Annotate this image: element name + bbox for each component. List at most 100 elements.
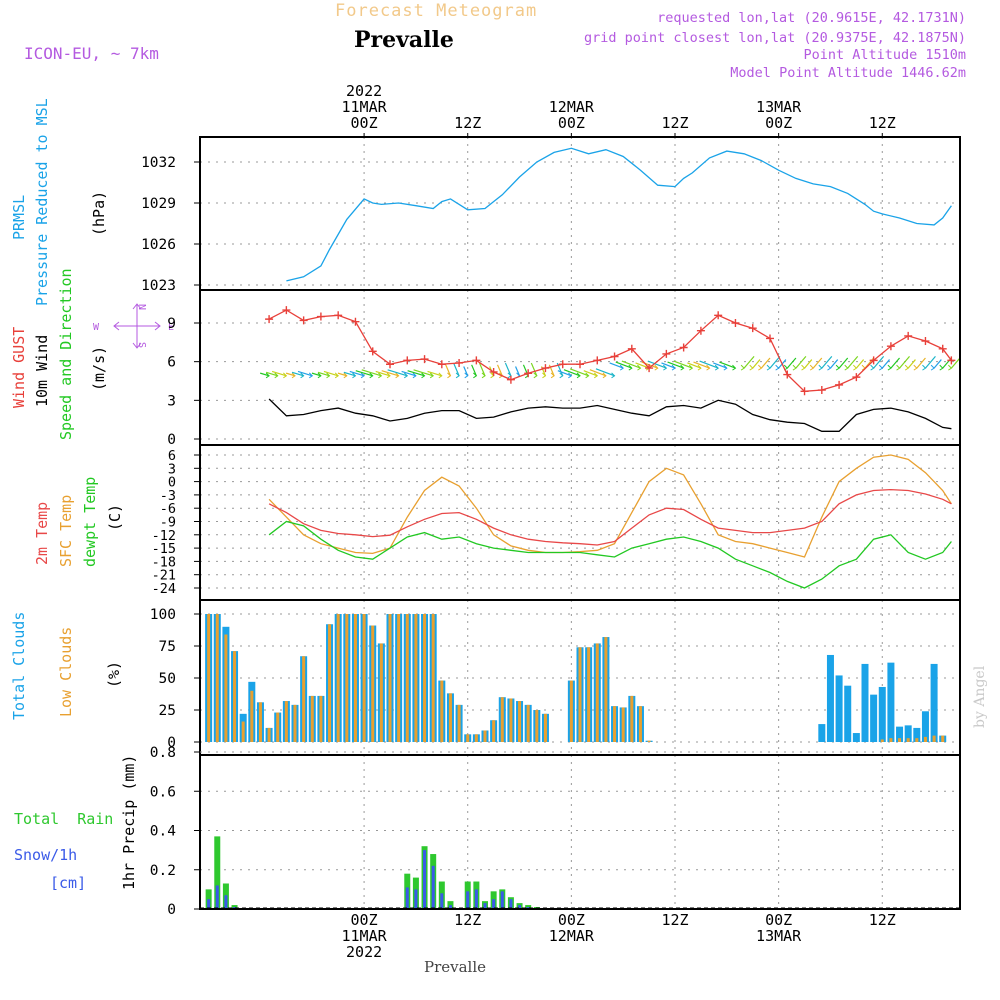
- wind-arrow: [699, 360, 719, 369]
- bar-low-clouds: [267, 727, 271, 742]
- panel-wind: 0 3 6 9: [167, 289, 961, 448]
- wind-arrowhead: [878, 364, 884, 371]
- gust-marker: [947, 356, 956, 365]
- bar-total-clouds: [826, 654, 834, 742]
- label-dewpt: dewpt Temp: [81, 477, 99, 567]
- bar-low-clouds: [569, 680, 573, 742]
- wind-arrow: [595, 368, 615, 377]
- wind-arrowhead: [317, 372, 322, 379]
- wind-arrow: [713, 362, 728, 369]
- wind-arrowhead: [334, 372, 339, 379]
- gust-marker: [869, 356, 878, 365]
- label-sfc-temp: SFC Temp: [57, 495, 75, 567]
- top-time-label: 00Z: [765, 114, 792, 132]
- bar-low-clouds: [898, 738, 902, 742]
- gust-marker: [420, 355, 429, 364]
- grid-point-lonlat: grid point closest lon,lat (20.9375E, 42…: [584, 30, 966, 46]
- bar-low-clouds: [906, 738, 910, 742]
- bar-low-clouds: [310, 695, 314, 742]
- wind-arrow: [769, 355, 781, 369]
- label-precip-axis: 1hr Precip (mm): [120, 755, 138, 890]
- wind-arrow: [401, 370, 417, 377]
- gust-marker: [558, 360, 567, 369]
- bottom-time-label: 12Z: [661, 911, 688, 929]
- wind-arrow: [673, 360, 693, 369]
- bar-snow: [518, 905, 522, 909]
- y-tick-label: 6: [168, 448, 176, 464]
- wind-arrowhead: [792, 364, 797, 371]
- wind-arrowhead: [378, 372, 383, 379]
- forecast-title: Forecast Meteogram: [335, 1, 537, 21]
- gust-marker: [748, 324, 757, 333]
- bar-rain: [214, 836, 221, 909]
- panels: 10231026102910320369630-3-6-9-12-15-18-2…: [141, 136, 961, 918]
- panel-pressure: 1023 1026 1029 1032: [141, 136, 961, 294]
- bar-low-clouds: [284, 701, 288, 742]
- wind-arrowhead: [740, 364, 745, 371]
- y-tick-label: 1029: [141, 196, 176, 212]
- wind-arrow: [752, 359, 761, 369]
- bar-snow: [440, 893, 444, 909]
- compass-w: W: [93, 322, 100, 333]
- gust-marker: [506, 375, 515, 384]
- bar-low-clouds: [466, 734, 470, 742]
- wind-arrow: [260, 372, 270, 377]
- wind-arrow: [933, 359, 942, 369]
- wind-arrow: [693, 361, 710, 369]
- bar-low-clouds: [880, 739, 884, 742]
- wind-arrow: [530, 362, 538, 377]
- gust-marker: [679, 343, 688, 352]
- bar-low-clouds: [414, 614, 418, 742]
- wind-arrowhead: [930, 364, 935, 371]
- label-pct: (%): [105, 661, 123, 688]
- wind-arrow: [667, 361, 684, 369]
- wind-arrowhead: [412, 372, 417, 379]
- bar-total-clouds: [896, 726, 904, 742]
- y-tick-label: -6: [160, 501, 176, 517]
- wind-arrowhead: [300, 372, 305, 379]
- credit-watermark: by Angel: [972, 665, 988, 728]
- bottom-time-label: 12MAR: [549, 927, 595, 945]
- y-tick-label: -24: [152, 581, 176, 597]
- y-tick-label: 75: [159, 639, 176, 655]
- wind-arrowhead: [939, 364, 944, 371]
- wind-arrowhead: [585, 372, 590, 379]
- bar-total-clouds: [818, 724, 826, 742]
- y-tick-label: 0.8: [150, 745, 176, 761]
- compass-n: N: [136, 304, 147, 310]
- label-10m-wind: 10m Wind: [33, 335, 51, 407]
- bar-total-clouds: [887, 662, 895, 742]
- bar-total-clouds: [870, 694, 878, 742]
- y-tick-label: -21: [152, 568, 176, 584]
- wind-arrowhead: [835, 364, 840, 371]
- wind-arrowhead: [352, 372, 357, 379]
- bottom-time-label: 13MAR: [756, 927, 802, 945]
- y-tick-label: 0.2: [150, 863, 176, 879]
- label-pressure: Pressure Reduced to MSL: [33, 98, 51, 306]
- wind-arrow: [504, 362, 512, 377]
- bar-low-clouds: [207, 614, 211, 742]
- bottom-time-label: 00Z: [765, 911, 792, 929]
- bar-low-clouds: [613, 706, 617, 742]
- panel-frame: [199, 754, 961, 910]
- label-low-clouds: Low Clouds: [57, 627, 75, 717]
- bar-snow: [492, 899, 496, 909]
- wind-arrowhead: [896, 364, 901, 371]
- wind-arrowhead: [438, 372, 443, 379]
- bar-low-clouds: [336, 614, 340, 742]
- wind-arrow: [873, 355, 885, 369]
- bar-low-clouds: [578, 647, 582, 742]
- y-tick-label: 1032: [141, 155, 176, 171]
- gust-marker: [610, 352, 619, 361]
- bar-low-clouds: [224, 634, 228, 742]
- wind-arrow: [285, 372, 296, 377]
- bar-snow: [509, 899, 513, 909]
- label-speed-direction: Speed and Direction: [57, 268, 75, 440]
- bar-low-clouds: [345, 614, 349, 742]
- panel-temperature: 630-3-6-9-12-15-18-21-24: [152, 444, 961, 601]
- bar-total-clouds: [878, 686, 886, 742]
- compass-e: E: [168, 322, 174, 333]
- wind-arrow: [881, 359, 890, 369]
- gust-marker: [714, 311, 723, 320]
- y-tick-label: -18: [152, 554, 176, 570]
